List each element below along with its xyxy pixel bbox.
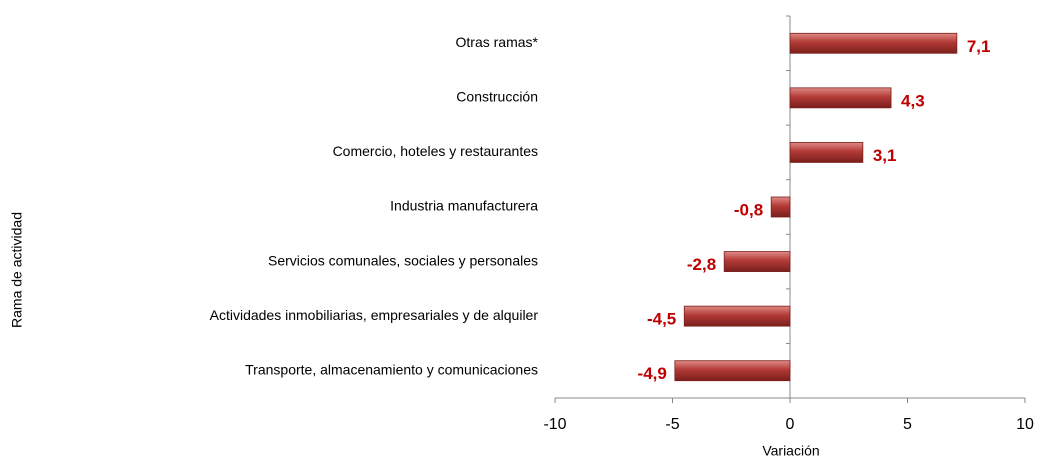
value-label: 3,1	[873, 146, 897, 165]
x-tick-label: 5	[903, 416, 912, 433]
value-label: -2,8	[687, 255, 716, 274]
value-label: -4,9	[638, 364, 667, 383]
y-tick-label: Otras ramas*	[456, 34, 539, 50]
value-label: 4,3	[901, 91, 925, 110]
bar	[789, 87, 892, 109]
bar	[789, 142, 864, 163]
bar	[789, 32, 958, 54]
bar	[770, 196, 791, 218]
y-tick-label: Construcción	[456, 89, 538, 105]
x-tick-label: 0	[786, 416, 795, 433]
x-axis-label: Variación	[762, 443, 819, 459]
bar	[723, 251, 791, 272]
bar	[683, 305, 791, 327]
bar	[674, 360, 791, 382]
y-tick-label: Servicios comunales, sociales y personal…	[268, 252, 538, 268]
value-label: -0,8	[734, 200, 763, 219]
y-axis-label: Rama de actividad	[9, 212, 25, 328]
y-tick-label: Actividades inmobiliarias, empresariales…	[210, 307, 539, 323]
y-tick-label: Comercio, hoteles y restaurantes	[333, 143, 538, 159]
value-label: 7,1	[967, 37, 991, 56]
x-tick-label: 10	[1016, 416, 1034, 433]
x-tick-label: -10	[543, 416, 566, 433]
x-tick-label: -5	[665, 416, 679, 433]
y-tick-label: Transporte, almacenamiento y comunicacio…	[245, 361, 538, 377]
value-label: -4,5	[647, 310, 676, 329]
y-tick-label: Industria manufacturera	[390, 198, 538, 214]
